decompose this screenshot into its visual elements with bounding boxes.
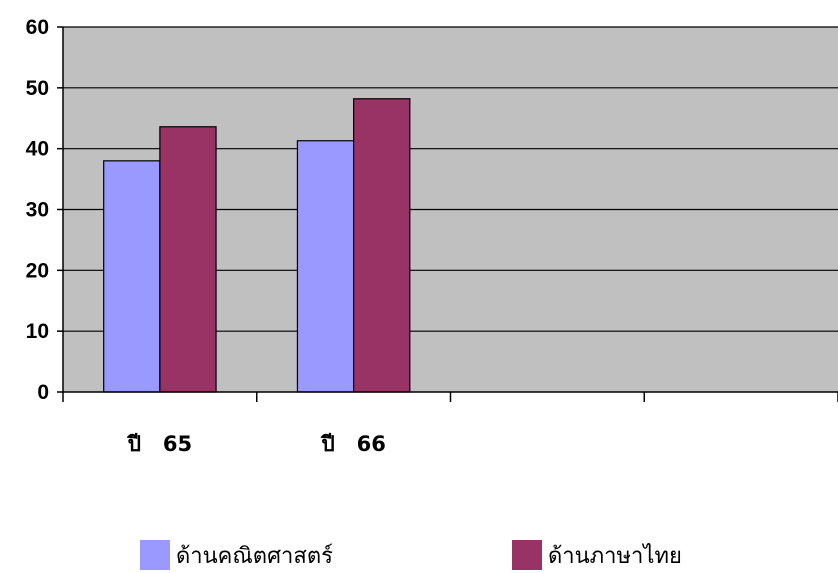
bar-thai — [159, 126, 217, 393]
legend-swatch-thai — [512, 540, 542, 570]
legend-item-thai: ด้านภาษาไทย — [512, 540, 682, 570]
legend: ด้านคณิตศาสตร์ ด้านภาษาไทย — [0, 540, 838, 570]
bar-math — [296, 140, 355, 393]
legend-item-math: ด้านคณิตศาสตร์ — [140, 540, 333, 570]
x-category-label: ปี 65 — [126, 432, 192, 456]
x-category-label: ปี 66 — [320, 432, 386, 456]
y-tick-label: 0 — [37, 381, 49, 404]
y-axis-labels: 0 10 20 30 40 50 60 — [26, 16, 49, 404]
legend-label-math: ด้านคณิตศาสตร์ — [176, 543, 333, 569]
y-tick-label: 20 — [26, 259, 49, 282]
bar-thai — [353, 98, 411, 393]
legend-label-thai: ด้านภาษาไทย — [548, 543, 682, 569]
legend-swatch-math — [140, 540, 170, 570]
bar-chart: 0 10 20 30 40 50 60 ปี 65 ปี 66 — [26, 16, 838, 456]
x-axis-ticks — [62, 392, 838, 402]
y-tick-label: 40 — [26, 138, 49, 161]
bar-math — [103, 160, 161, 393]
y-tick-label: 10 — [26, 320, 49, 343]
y-tick-label: 50 — [26, 77, 49, 100]
y-tick-label: 30 — [26, 199, 49, 222]
y-axis-ticks — [57, 26, 63, 393]
x-axis-labels: ปี 65 ปี 66 — [126, 432, 386, 456]
bars — [103, 98, 411, 393]
y-tick-label: 60 — [26, 16, 49, 39]
